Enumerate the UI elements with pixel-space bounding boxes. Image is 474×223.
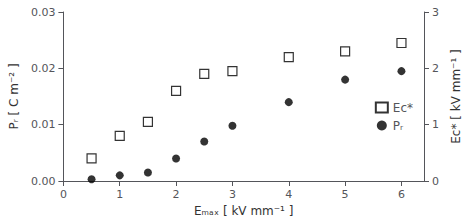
svg-text:0: 0 xyxy=(60,188,67,201)
svg-text:Ec* [ kV mm⁻¹ ]: Ec* [ kV mm⁻¹ ] xyxy=(449,49,463,143)
svg-text:3: 3 xyxy=(432,6,439,19)
svg-text:4: 4 xyxy=(285,188,292,201)
svg-text:6: 6 xyxy=(398,188,405,201)
svg-text:Pᵣ [ C m⁻² ]: Pᵣ [ C m⁻² ] xyxy=(7,63,21,129)
svg-text:0.00: 0.00 xyxy=(31,175,56,188)
svg-text:Pᵣ: Pᵣ xyxy=(393,119,404,133)
svg-text:0.02: 0.02 xyxy=(31,62,56,75)
svg-text:3: 3 xyxy=(229,188,236,201)
svg-text:2: 2 xyxy=(173,188,180,201)
svg-text:2: 2 xyxy=(432,62,439,75)
svg-text:1: 1 xyxy=(432,118,439,131)
svg-text:5: 5 xyxy=(342,188,349,201)
svg-text:0.01: 0.01 xyxy=(31,118,56,131)
svg-text:0.03: 0.03 xyxy=(31,6,56,19)
svg-text:1: 1 xyxy=(116,188,123,201)
svg-text:0: 0 xyxy=(432,175,439,188)
svg-text:Ec*: Ec* xyxy=(393,101,413,115)
svg-text:Eₘₐₓ [ kV mm⁻¹ ]: Eₘₐₓ [ kV mm⁻¹ ] xyxy=(194,204,293,218)
